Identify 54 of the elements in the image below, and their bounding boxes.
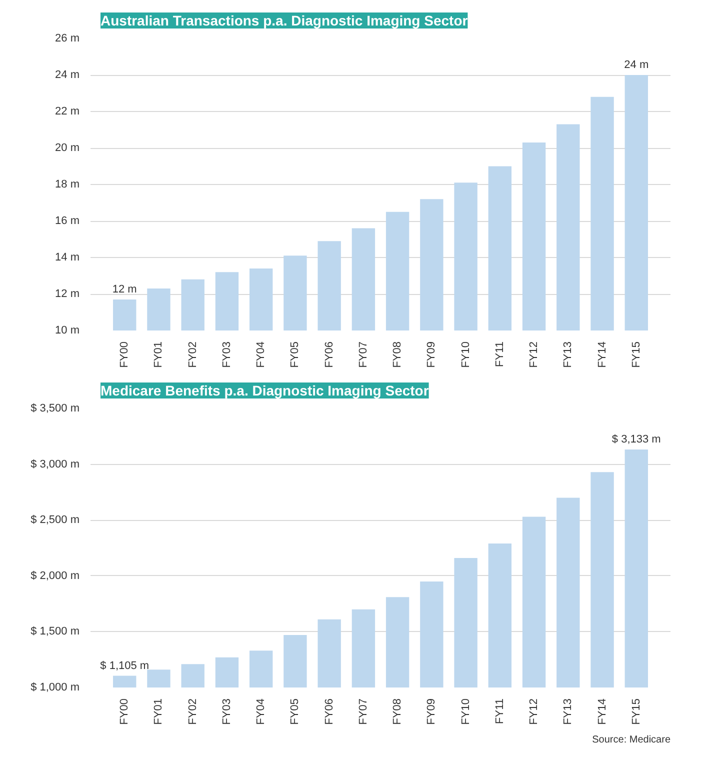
x-tick-label: FY14 bbox=[596, 341, 608, 368]
x-tick-label: FY12 bbox=[528, 698, 540, 725]
data-label: 12 m bbox=[112, 283, 137, 296]
y-tick-label: $ 3,500 m bbox=[30, 402, 80, 414]
y-tick-label: $ 3,000 m bbox=[30, 458, 80, 470]
x-tick-label: FY07 bbox=[357, 698, 370, 725]
x-tick-label: FY15 bbox=[630, 341, 642, 368]
x-tick-label: FY10 bbox=[460, 341, 472, 368]
x-tick-label: FY11 bbox=[494, 341, 506, 367]
y-tick-label: 10 m bbox=[55, 324, 80, 336]
x-tick-label: FY05 bbox=[289, 698, 302, 725]
x-tick-label: FY13 bbox=[562, 341, 574, 368]
x-tick-label: FY04 bbox=[255, 341, 268, 368]
x-tick-label: FY09 bbox=[426, 341, 438, 368]
data-label: $ 3,133 m bbox=[612, 433, 661, 446]
x-tick-label: FY05 bbox=[289, 341, 302, 368]
x-tick-label: FY10 bbox=[460, 698, 472, 725]
x-tick-label: FY07 bbox=[357, 341, 370, 368]
y-tick-label: $ 1,500 m bbox=[30, 626, 80, 638]
x-tick-label: FY03 bbox=[220, 341, 233, 368]
y-tick-label: 24 m bbox=[55, 69, 80, 81]
y-tick-label: 20 m bbox=[55, 142, 80, 154]
x-tick-label: FY15 bbox=[630, 698, 642, 725]
y-tick-label: 26 m bbox=[55, 32, 80, 44]
y-tick-label: $ 2,000 m bbox=[30, 570, 80, 582]
y-tick-label: $ 1,000 m bbox=[30, 682, 80, 694]
x-tick-label: FY01 bbox=[152, 341, 165, 368]
x-tick-label: FY11 bbox=[494, 698, 506, 724]
x-tick-label: FY01 bbox=[152, 698, 165, 725]
data-label: $ 1,105 m bbox=[100, 660, 150, 672]
x-tick-label: FY12 bbox=[528, 341, 540, 368]
y-tick-label: 22 m bbox=[55, 106, 80, 118]
x-tick-label: FY00 bbox=[118, 698, 131, 725]
x-tick-label: FY08 bbox=[392, 341, 404, 368]
x-tick-label: FY06 bbox=[323, 341, 336, 368]
x-tick-label: FY13 bbox=[562, 698, 574, 725]
x-tick-label: FY00 bbox=[118, 341, 131, 368]
x-tick-label: FY03 bbox=[220, 698, 233, 725]
y-tick-label: 12 m bbox=[55, 288, 80, 300]
x-tick-label: FY02 bbox=[186, 341, 199, 368]
x-tick-label: FY09 bbox=[426, 698, 438, 725]
y-tick-label: $ 2,500 m bbox=[30, 514, 80, 526]
x-tick-label: FY06 bbox=[323, 698, 336, 725]
x-tick-label: FY08 bbox=[392, 698, 404, 725]
chart-title: Medicare Benefits p.a. Diagnostic Imaging Sector bbox=[100, 382, 430, 398]
y-tick-label: 14 m bbox=[55, 252, 80, 264]
x-tick-label: FY04 bbox=[255, 698, 268, 725]
x-tick-label: FY14 bbox=[596, 698, 608, 725]
x-tick-label: FY02 bbox=[186, 698, 199, 725]
y-tick-label: 18 m bbox=[55, 178, 80, 190]
data-label: 24 m bbox=[624, 59, 649, 71]
y-tick-label: 16 m bbox=[55, 215, 80, 227]
chart-title: Australian Transactions p.a. Diagnostic Imaging Sector bbox=[100, 12, 468, 28]
source-note: Source: Medicare bbox=[592, 734, 671, 746]
